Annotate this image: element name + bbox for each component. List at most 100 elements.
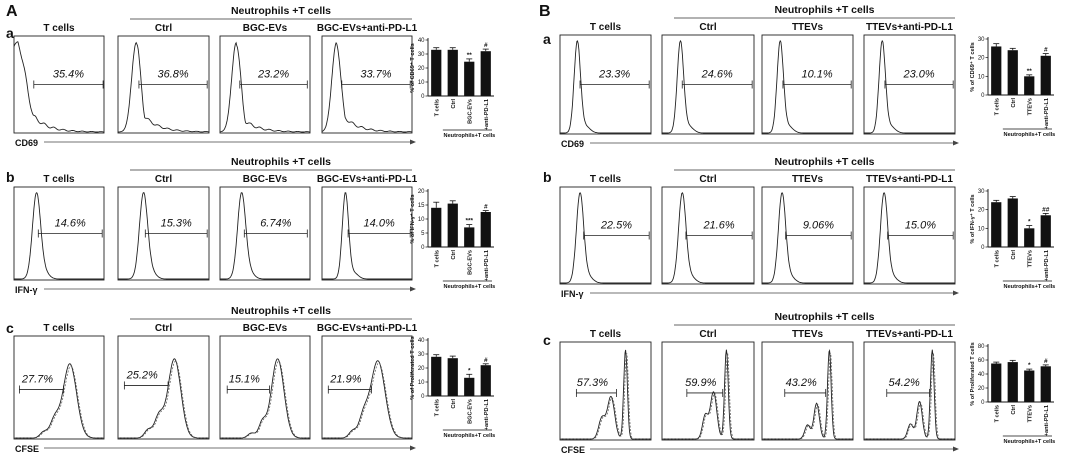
x-category-label: +anti-PD-L1 <box>484 399 490 430</box>
sample-title: TTEVs <box>792 174 824 185</box>
significance-marker: * <box>1028 219 1031 226</box>
bar <box>991 46 1002 95</box>
flow-histogram: 54.2% TTEVs+anti-PD-L1 <box>863 329 956 441</box>
bar-chart: 0 10 20 30% of CD69⁺ T cells T cells Ctrl ** TT… <box>969 37 1055 138</box>
y-axis-label: % of CD69⁺ T cells <box>969 42 976 92</box>
gate-percentage: 27.7% <box>21 374 53 386</box>
gate-percentage: 23.3% <box>598 69 630 81</box>
y-tick-label: 20 <box>418 66 425 72</box>
axis-marker-label: CD69 <box>15 138 38 148</box>
gate-percentage: 43.2% <box>786 377 817 389</box>
x-category-label: Ctrl <box>451 399 457 409</box>
x-category-label: BGC-EVs <box>467 99 473 124</box>
sample-title: TTEVs+anti-PD-L1 <box>866 329 953 340</box>
significance-marker: * <box>1028 362 1031 369</box>
y-axis-label: % of IFN-γ⁺ T cells <box>409 194 416 243</box>
histogram-curve <box>662 349 754 440</box>
y-tick-label: 20 <box>978 208 985 214</box>
bar <box>447 203 458 247</box>
x-category-label: T cells <box>994 405 1000 422</box>
flow-histogram: 23.3% T cells <box>559 22 652 135</box>
flow-histogram: 14.6% T cells <box>13 174 105 281</box>
flow-histogram: 21.6% Ctrl <box>661 174 755 285</box>
bar <box>480 365 491 396</box>
panel-label: B <box>539 3 551 20</box>
histogram-curve <box>560 191 651 284</box>
y-tick-label: 20 <box>978 386 985 392</box>
y-tick-label: 20 <box>418 366 425 372</box>
histogram-frame <box>559 186 652 285</box>
bar-chart: 0 20 40 60 80% of Proliferated T cells T cell… <box>970 342 1055 445</box>
panel-label: A <box>6 3 18 20</box>
y-tick-label: 15 <box>418 203 425 209</box>
flow-histogram: 43.2% TTEVs <box>761 329 854 441</box>
y-tick-label: 40 <box>418 38 425 44</box>
significance-marker: # <box>484 357 488 364</box>
histogram-curve-overlay <box>762 352 853 440</box>
histogram-frame <box>863 186 956 285</box>
sample-title: BGC-EVs <box>243 23 288 34</box>
row-label: c <box>6 320 14 336</box>
histogram-frame <box>661 341 755 441</box>
gate-percentage: 59.9% <box>685 377 716 389</box>
flow-histogram: 21.9% BGC-EVs+anti-PD-L1 <box>317 323 418 440</box>
significance-marker: ** <box>1027 68 1033 75</box>
histogram-curve <box>864 39 955 134</box>
x-category-label: T cells <box>434 250 440 267</box>
sample-title: Ctrl <box>699 329 716 340</box>
x-category-label: Ctrl <box>1011 250 1017 260</box>
sample-title: T cells <box>43 23 75 34</box>
sample-title: BGC-EVs <box>243 174 288 185</box>
axis-marker-label: IFN-γ <box>15 285 38 295</box>
arrow-head-icon <box>953 290 959 296</box>
y-tick-label: 20 <box>978 56 985 62</box>
flow-histogram: 15.1% BGC-EVs <box>219 323 311 440</box>
sample-title: BGC-EVs+anti-PD-L1 <box>317 174 418 185</box>
x-category-label: TTEVs <box>1027 405 1033 422</box>
bar <box>1024 228 1035 247</box>
histogram-curve <box>864 349 955 440</box>
axis-marker-label: CD69 <box>561 139 584 149</box>
gate-percentage: 57.3% <box>577 377 608 389</box>
gate-percentage: 54.2% <box>889 377 920 389</box>
histogram-curve-overlay <box>118 360 209 439</box>
flow-histogram: 25.2% Ctrl <box>117 323 210 440</box>
flow-histogram: 36.8% Ctrl <box>117 23 210 134</box>
sample-title: BGC-EVs <box>243 323 288 334</box>
histogram-curve <box>220 192 310 280</box>
histogram-curve <box>118 192 209 280</box>
y-tick-label: 60 <box>978 358 985 364</box>
histogram-frame <box>559 34 652 135</box>
sample-title: T cells <box>590 174 622 185</box>
bar <box>464 377 475 396</box>
histogram-curve <box>322 192 412 280</box>
histogram-frame <box>559 341 652 441</box>
flow-histogram: 9.06% TTEVs <box>761 174 854 285</box>
histogram-curve <box>219 41 310 133</box>
bar <box>480 51 491 96</box>
gate-percentage: 9.06% <box>803 220 834 232</box>
sample-title: Ctrl <box>155 323 172 334</box>
sample-title: T cells <box>43 174 75 185</box>
gate-percentage: 21.6% <box>702 220 734 232</box>
group-header: Neutrophils +T cells <box>774 311 874 323</box>
sample-title: TTEVs <box>792 329 824 340</box>
flow-histogram: 35.4% T cells <box>13 23 105 134</box>
bar <box>431 356 442 396</box>
row-label: c <box>543 332 551 348</box>
group-bracket-label: Neutrophils+T cells <box>1004 439 1056 445</box>
y-tick-label: 0 <box>421 394 425 400</box>
row-label: b <box>543 169 552 185</box>
gate-percentage: 10.1% <box>801 69 832 81</box>
bar <box>431 207 442 247</box>
bar <box>1040 215 1051 247</box>
x-category-label: Ctrl <box>1011 405 1017 415</box>
group-bracket-label: Neutrophils+T cells <box>1004 132 1056 138</box>
y-tick-label: 10 <box>978 74 985 80</box>
bar <box>1007 198 1018 247</box>
histogram-frame <box>321 335 413 440</box>
bar <box>447 49 458 96</box>
gate-percentage: 15.1% <box>229 374 260 386</box>
row-label: a <box>6 25 14 41</box>
x-category-label: +anti-PD-L1 <box>1044 250 1050 281</box>
